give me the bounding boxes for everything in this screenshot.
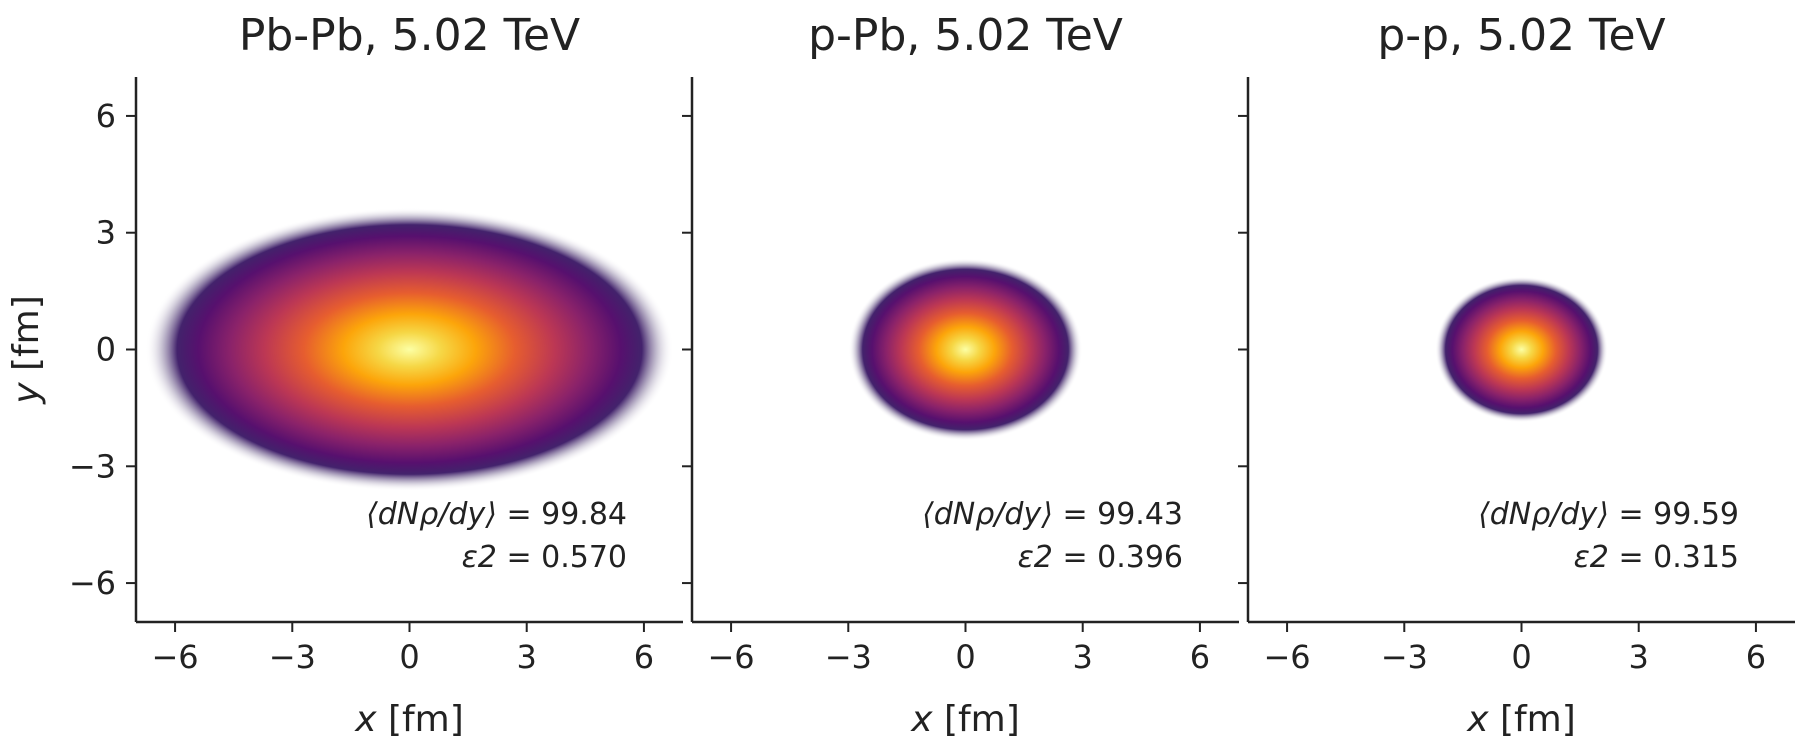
x-tick-label: −6 — [151, 638, 198, 676]
annotation-eccentricity: ε2 = 0.570 — [462, 540, 627, 575]
x-tick-label: 3 — [517, 638, 537, 676]
x-tick-label: 6 — [1190, 638, 1210, 676]
annotation-multiplicity: ⟨dNρ/dy⟩ = 99.84 — [366, 497, 627, 532]
x-tick-label: −3 — [825, 638, 872, 676]
y-axis-label: y [fm] — [6, 295, 47, 405]
x-tick-label: 3 — [1629, 638, 1649, 676]
annotation-multiplicity: ⟨dNρ/dy⟩ = 99.59 — [1478, 497, 1739, 532]
x-axis-label: x [fm] — [354, 699, 464, 738]
x-tick-label: −3 — [1381, 638, 1428, 676]
x-tick-label: −6 — [707, 638, 754, 676]
panel-title: Pb-Pb, 5.02 TeV — [239, 10, 580, 61]
annotation-eccentricity: ε2 = 0.315 — [1574, 540, 1739, 575]
x-tick-label: 6 — [634, 638, 654, 676]
panel-1: Pb-Pb, 5.02 TeV −6 −3 0 3 6 6 3 0 −3 −6 x [fm] y [fm… — [6, 10, 683, 738]
density-heatmap — [145, 207, 674, 492]
x-tick-label: 6 — [1746, 638, 1766, 676]
y-tick-label: 6 — [96, 97, 116, 135]
x-tick-label: 0 — [1511, 638, 1531, 676]
annotation-eccentricity: ε2 = 0.396 — [1018, 540, 1183, 575]
x-tick-label: −3 — [269, 638, 316, 676]
density-heatmap — [848, 258, 1083, 441]
annotation-multiplicity: ⟨dNρ/dy⟩ = 99.43 — [922, 497, 1183, 532]
x-tick-label: 0 — [399, 638, 419, 676]
y-tick-label: 3 — [96, 214, 116, 252]
x-tick-label: 0 — [955, 638, 975, 676]
y-tick-label: −3 — [69, 447, 116, 485]
x-axis-label: x [fm] — [1466, 699, 1576, 738]
y-tick-label: 0 — [96, 331, 116, 369]
panel-title: p-p, 5.02 TeV — [1377, 10, 1665, 61]
x-tick-label: 3 — [1073, 638, 1093, 676]
density-heatmap — [1435, 276, 1608, 423]
panel-title: p-Pb, 5.02 TeV — [808, 10, 1123, 61]
y-tick-label: −6 — [69, 564, 116, 602]
x-axis-label: x [fm] — [910, 699, 1020, 738]
x-tick-label: −6 — [1263, 638, 1310, 676]
panel-3: p-p, 5.02 TeV −6 −3 0 3 6 x [fm] ⟨dNρ/dy⟩ = 99.… — [1238, 10, 1795, 738]
panel-2: p-Pb, 5.02 TeV −6 −3 0 3 6 x [fm] ⟨dNρ/dy⟩ = 99… — [682, 10, 1239, 738]
